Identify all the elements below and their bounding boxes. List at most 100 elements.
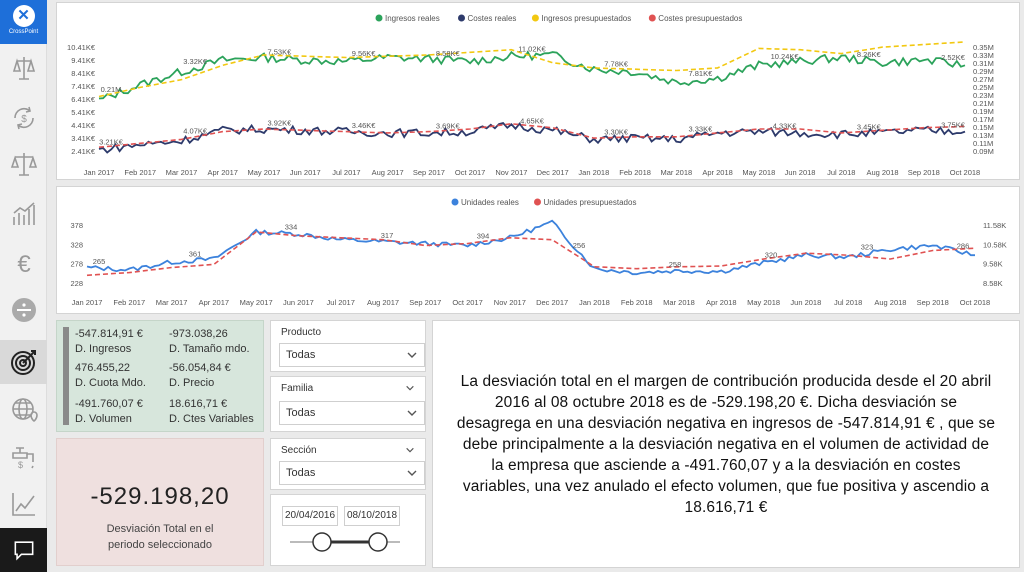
y-axis-right-tick-label: 0.31M [973, 59, 994, 68]
data-label: 8.58K€ [436, 49, 461, 58]
divide-icon [11, 298, 36, 322]
revenue-cost-chart: Ingresos reales Costes reales Ingresos pre… [67, 14, 994, 177]
slicer-title: Sección [281, 445, 317, 456]
legend-marker [648, 14, 656, 22]
chevron-down-icon[interactable] [405, 383, 415, 393]
x-axis-tick-label: May 2017 [240, 298, 273, 307]
nav-euro[interactable]: € [0, 242, 47, 286]
y-axis-tick-label: 10.41K€ [67, 43, 96, 52]
x-axis-tick-label: Jan 2017 [72, 298, 103, 307]
sidebar: ✕ CrossPoint $ € $ [0, 0, 47, 572]
units-chart: Unidades reales Unidades presupuestados 37… [70, 198, 1006, 307]
legend-label: Ingresos reales [385, 14, 440, 23]
x-axis-tick-label: Feb 2018 [619, 168, 651, 177]
legend-marker [458, 14, 465, 22]
data-label: 3.32K€ [183, 57, 208, 66]
x-axis-tick-label: Aug 2017 [367, 298, 399, 307]
total-deviation-label: Desviación Total en el periodo seleccion… [106, 523, 214, 551]
data-label: 10.24K€ [771, 52, 800, 61]
x-axis-tick-label: Nov 2017 [495, 168, 527, 177]
y-axis-right-tick-label: 0.19M [973, 107, 994, 116]
kpi-d-tamano: -973.038,26 D. Tamaño mdo. [169, 327, 250, 357]
x-axis-tick-label: Sep 2018 [917, 298, 949, 307]
nav-balance[interactable] [0, 142, 47, 186]
producto-slicer: Producto Todas [270, 320, 426, 372]
kpi-d-precio: -56.054,84 € D. Precio [169, 361, 231, 391]
x-axis-tick-label: Dec 2017 [537, 168, 569, 177]
y-axis-tick-label: 4.41K€ [71, 121, 96, 130]
total-deviation-card: -529.198,20 Desviación Total en el perio… [56, 438, 264, 566]
data-label: 3.45K€ [857, 122, 882, 131]
y-axis-tick-label: 3.41K€ [71, 134, 96, 143]
series-line-unidades-reales [86, 219, 975, 276]
kpi-d-ingresos: -547.814,91 € D. Ingresos [75, 327, 143, 357]
chat-button[interactable] [0, 528, 47, 572]
nav-faucet[interactable]: $ [0, 434, 47, 478]
data-label: 3.21K€ [99, 137, 124, 146]
date-range-slider[interactable] [280, 530, 410, 554]
end-date-input[interactable]: 08/10/2018 [344, 506, 400, 526]
app-logo[interactable]: ✕ CrossPoint [0, 0, 47, 44]
kpi-d-cuota: 476.455,22 D. Cuota Mdo. [75, 361, 146, 391]
familia-dropdown[interactable]: Todas [279, 401, 425, 425]
y-axis-tick-label: 378 [70, 221, 83, 230]
nav-line-trend[interactable] [0, 482, 47, 526]
y-axis-tick-label: 6.41K€ [71, 95, 96, 104]
y-axis-tick-label: 228 [70, 279, 83, 288]
x-axis-tick-label: Jun 2018 [790, 298, 821, 307]
data-label: 3.46K€ [352, 121, 377, 130]
bar-trend-icon [12, 202, 35, 225]
data-label: 2.52K€ [941, 53, 966, 62]
y-axis-right-tick-label: 0.09M [973, 147, 994, 156]
data-label: 4.07K€ [183, 126, 208, 135]
legend-label: Costes reales [468, 14, 517, 23]
kpi-value: -547.814,91 € [75, 328, 143, 340]
x-axis-tick-label: Sep 2018 [908, 168, 940, 177]
start-date-input[interactable]: 20/04/2016 [282, 506, 338, 526]
x-axis-tick-label: May 2017 [247, 168, 280, 177]
narrative-text: La desviación total en el margen de cont… [456, 372, 996, 516]
x-axis-tick-label: Jul 2017 [332, 168, 360, 177]
dropdown-value: Todas [286, 349, 316, 361]
x-axis-tick-label: Mar 2017 [166, 168, 198, 177]
nav-target[interactable] [0, 340, 47, 384]
legend-label: Costes presupuestados [658, 14, 742, 23]
data-label: 317 [381, 231, 394, 240]
x-axis-tick-label: Jul 2018 [827, 168, 855, 177]
legend-marker [531, 14, 539, 22]
y-axis-right-tick-label: 0.33M [973, 51, 994, 60]
faucet-icon: $ [11, 447, 34, 470]
data-label: 3.92K€ [268, 119, 293, 128]
chevron-down-icon[interactable] [405, 445, 415, 455]
data-label: 334 [285, 223, 298, 232]
data-label: 0.21M [101, 85, 122, 94]
x-axis-tick-label: Feb 2017 [113, 298, 145, 307]
seccion-dropdown[interactable]: Todas [279, 461, 425, 485]
narrative-panel: La desviación total en el margen de cont… [432, 320, 1020, 568]
y-axis-tick-label: 8.41K€ [71, 69, 96, 78]
svg-text:€: € [17, 251, 31, 278]
chevron-down-icon [407, 410, 417, 416]
y-axis-right-tick-label: 0.25M [973, 83, 994, 92]
slider-end-handle[interactable] [368, 532, 388, 552]
x-axis-tick-label: Mar 2018 [660, 168, 692, 177]
y-axis-right-tick-label: 0.11M [973, 139, 993, 148]
slicer-title: Producto [281, 327, 322, 338]
y-axis-right-tick-label: 0.21M [973, 99, 994, 108]
x-axis-tick-label: Apr 2017 [199, 298, 229, 307]
nav-bar-trend[interactable] [0, 192, 47, 236]
nav-scales[interactable] [0, 46, 47, 90]
x-axis-tick-label: May 2018 [747, 298, 780, 307]
x-axis-tick-label: Jun 2017 [283, 298, 314, 307]
nav-globe[interactable] [0, 388, 47, 432]
data-label: 8.26K€ [857, 50, 882, 59]
producto-dropdown[interactable]: Todas [279, 343, 425, 367]
nav-refresh-coin[interactable]: $ [0, 96, 47, 140]
data-label: 361 [189, 249, 202, 258]
nav-divide[interactable] [0, 288, 47, 332]
y-axis-tick-label: 5.41K€ [71, 108, 96, 117]
y-axis-right-tick-label: 0.23M [973, 91, 994, 100]
slider-start-handle[interactable] [312, 532, 332, 552]
dropdown-value: Todas [286, 467, 316, 479]
globe-icon [11, 398, 38, 422]
